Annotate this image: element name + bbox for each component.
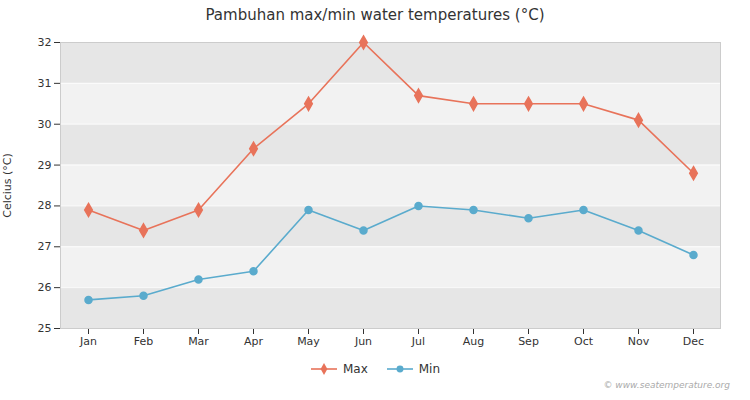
svg-text:29: 29 bbox=[38, 159, 52, 172]
svg-text:Jun: Jun bbox=[354, 335, 372, 348]
svg-text:Celcius (°C): Celcius (°C) bbox=[1, 153, 14, 218]
svg-text:28: 28 bbox=[38, 199, 52, 212]
svg-text:Nov: Nov bbox=[628, 335, 650, 348]
svg-text:31: 31 bbox=[38, 77, 52, 90]
svg-text:32: 32 bbox=[38, 36, 52, 49]
svg-text:Feb: Feb bbox=[134, 335, 153, 348]
html-text:© www.seatemperature.org: © www.seatemperature.org bbox=[603, 380, 730, 390]
svg-text:Dec: Dec bbox=[683, 335, 704, 348]
svg-text:30: 30 bbox=[38, 118, 52, 131]
html-text:Max: Max bbox=[342, 362, 368, 376]
svg-text:Sep: Sep bbox=[518, 335, 539, 348]
svg-text:26: 26 bbox=[38, 281, 52, 294]
svg-text:Aug: Aug bbox=[463, 335, 484, 348]
svg-text:27: 27 bbox=[38, 240, 52, 253]
svg-text:May: May bbox=[297, 335, 320, 348]
svg-text:Jul: Jul bbox=[411, 335, 425, 348]
svg-text:Mar: Mar bbox=[188, 335, 209, 348]
html-text:Pambuhan max/min water tempera: Pambuhan max/min water temperatures (°C) bbox=[205, 6, 545, 24]
svg-text:25: 25 bbox=[38, 322, 52, 335]
svg-text:Oct: Oct bbox=[574, 335, 594, 348]
svg-text:Jan: Jan bbox=[79, 335, 97, 348]
svg-text:Apr: Apr bbox=[244, 335, 264, 348]
html-text:Min: Min bbox=[418, 362, 440, 376]
